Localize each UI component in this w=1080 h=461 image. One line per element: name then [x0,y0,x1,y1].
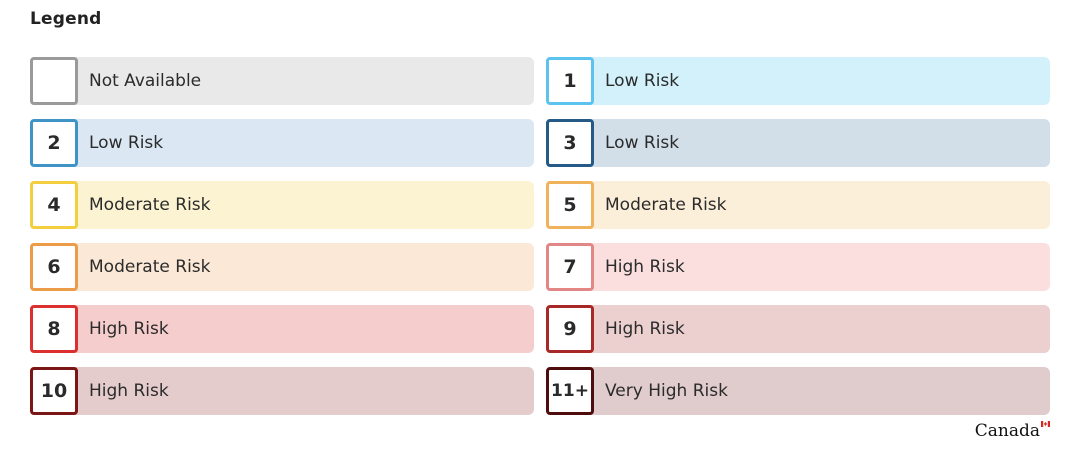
legend-item: 3 Low Risk [546,119,1050,167]
legend-label: High Risk [605,257,685,277]
legend-label: High Risk [89,381,169,401]
legend-label: Very High Risk [605,381,728,401]
legend-item: 5 Moderate Risk [546,181,1050,229]
legend-label: Not Available [89,71,202,91]
canada-wordmark: Canada [975,421,1050,441]
legend-grid: Not Available 1 Low Risk 2 Low Risk 3 Low Risk… [30,57,1050,415]
legend-swatch: 5 [546,181,594,229]
legend-swatch: 4 [30,181,78,229]
legend-label: Moderate Risk [89,195,211,215]
legend-item: 6 Moderate Risk [30,243,534,291]
legend-swatch: 1 [546,57,594,105]
legend-item: 10 High Risk [30,367,534,415]
legend-item: 4 Moderate Risk [30,181,534,229]
legend-label: Moderate Risk [89,257,211,277]
legend-item: 7 High Risk [546,243,1050,291]
legend-swatch: 2 [30,119,78,167]
legend-label: Low Risk [605,71,680,91]
legend-item: 8 High Risk [30,305,534,353]
legend-label: Low Risk [89,133,164,153]
legend-item: 1 Low Risk [546,57,1050,105]
legend-label: Moderate Risk [605,195,727,215]
legend-swatch: 11+ [546,367,594,415]
legend-label: Low Risk [605,133,680,153]
legend-swatch: 7 [546,243,594,291]
legend-item: 11+ Very High Risk [546,367,1050,415]
legend-swatch: 3 [546,119,594,167]
legend-item: 9 High Risk [546,305,1050,353]
canada-wordmark-text: Canada [974,421,1040,441]
legend-swatch [30,57,78,105]
legend-label: High Risk [605,319,685,339]
legend-swatch: 9 [546,305,594,353]
legend-swatch: 10 [30,367,78,415]
canada-flag-icon [1041,421,1050,427]
legend-item: Not Available [30,57,534,105]
legend-swatch: 6 [30,243,78,291]
legend-swatch: 8 [30,305,78,353]
legend-title: Legend [30,9,102,29]
legend-item: 2 Low Risk [30,119,534,167]
legend-label: High Risk [89,319,169,339]
